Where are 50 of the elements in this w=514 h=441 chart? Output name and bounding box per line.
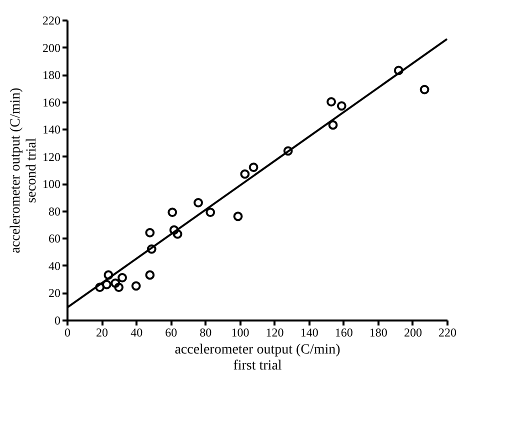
point xyxy=(248,162,258,172)
point xyxy=(118,273,127,282)
y-tick-label: 0 xyxy=(54,314,60,328)
point xyxy=(194,198,203,208)
x-tick-label: 60 xyxy=(165,326,178,340)
y-tick-label: 220 xyxy=(42,14,60,28)
y-tick-label: 100 xyxy=(42,177,60,192)
point xyxy=(146,244,156,254)
point xyxy=(169,225,179,235)
point xyxy=(233,212,243,222)
y-tick-label: 40 xyxy=(48,258,60,273)
y-tick-label: 180 xyxy=(42,68,60,82)
point xyxy=(95,282,105,292)
x-tick-label: 40 xyxy=(130,326,143,340)
x-tick-label: 200 xyxy=(404,326,422,340)
point xyxy=(114,282,124,292)
x-tick-label: 160 xyxy=(334,326,353,340)
x-tick-label: 180 xyxy=(369,326,388,340)
y-tick-label: 20 xyxy=(48,286,60,300)
y-tick-label: 60 xyxy=(48,232,60,246)
point xyxy=(326,97,336,107)
x-tick-label: 220 xyxy=(438,326,456,340)
x-tick-label: 100 xyxy=(231,326,250,340)
point xyxy=(172,229,182,239)
x-axis-title: accelerometer output (C/min) first trial xyxy=(174,342,341,374)
point xyxy=(104,270,114,280)
point xyxy=(336,101,346,111)
y-tick-label: 120 xyxy=(42,150,60,164)
point xyxy=(420,84,430,94)
x-tick-label: 0 xyxy=(64,326,70,340)
x-tick-label: 80 xyxy=(200,326,212,340)
y-axis-title: accelerometer output (C/min) second trial xyxy=(8,87,40,254)
y-tick-label: 80 xyxy=(48,204,60,218)
y-tick-label: 200 xyxy=(42,40,60,55)
x-tick-label: 120 xyxy=(266,326,284,340)
y-tick-label: 140 xyxy=(42,122,60,137)
point xyxy=(131,281,141,291)
x-tick-label: 140 xyxy=(300,326,318,340)
point xyxy=(240,169,250,179)
point xyxy=(168,208,178,217)
point xyxy=(102,280,112,290)
point xyxy=(110,278,120,288)
x-tick-label: 20 xyxy=(96,326,108,340)
point xyxy=(394,66,404,76)
point xyxy=(145,228,155,238)
point xyxy=(145,270,155,280)
point xyxy=(283,146,293,156)
point xyxy=(206,208,216,217)
point xyxy=(328,120,338,130)
y-tick-label: 160 xyxy=(42,95,60,110)
